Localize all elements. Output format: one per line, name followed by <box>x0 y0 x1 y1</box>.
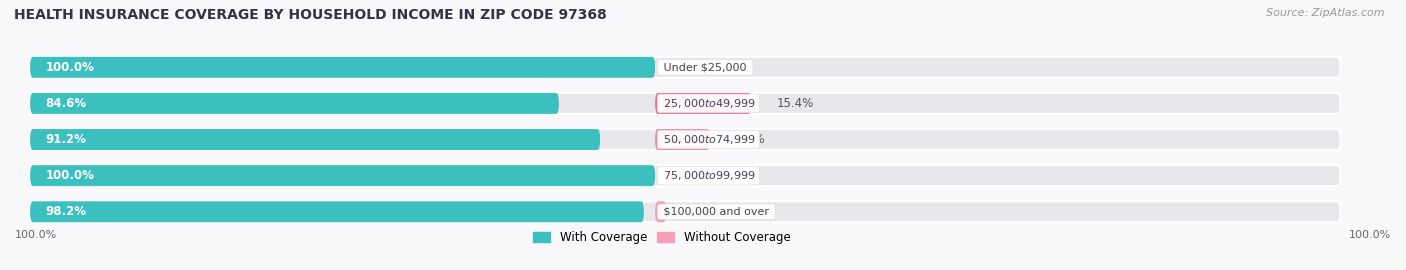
Legend: With Coverage, Without Coverage: With Coverage, Without Coverage <box>529 226 796 249</box>
Text: HEALTH INSURANCE COVERAGE BY HOUSEHOLD INCOME IN ZIP CODE 97368: HEALTH INSURANCE COVERAGE BY HOUSEHOLD I… <box>14 8 607 22</box>
Text: 1.8%: 1.8% <box>692 205 721 218</box>
Text: Source: ZipAtlas.com: Source: ZipAtlas.com <box>1267 8 1385 18</box>
FancyBboxPatch shape <box>30 165 655 186</box>
FancyBboxPatch shape <box>30 165 1340 186</box>
Text: 0.0%: 0.0% <box>681 61 710 74</box>
FancyBboxPatch shape <box>655 129 710 150</box>
Text: $100,000 and over: $100,000 and over <box>661 207 773 217</box>
Text: 100.0%: 100.0% <box>1348 230 1391 240</box>
FancyBboxPatch shape <box>30 129 600 150</box>
Text: 15.4%: 15.4% <box>776 97 814 110</box>
FancyBboxPatch shape <box>30 201 644 222</box>
FancyBboxPatch shape <box>655 93 751 114</box>
Text: 100.0%: 100.0% <box>45 61 94 74</box>
Text: 84.6%: 84.6% <box>45 97 86 110</box>
Text: $75,000 to $99,999: $75,000 to $99,999 <box>661 169 756 182</box>
Text: 100.0%: 100.0% <box>45 169 94 182</box>
Text: $50,000 to $74,999: $50,000 to $74,999 <box>661 133 756 146</box>
Text: 8.8%: 8.8% <box>735 133 765 146</box>
FancyBboxPatch shape <box>30 57 1340 78</box>
Text: 91.2%: 91.2% <box>45 133 86 146</box>
Text: 100.0%: 100.0% <box>15 230 58 240</box>
FancyBboxPatch shape <box>655 201 666 222</box>
FancyBboxPatch shape <box>30 201 1340 222</box>
Text: Under $25,000: Under $25,000 <box>661 62 751 72</box>
FancyBboxPatch shape <box>30 93 558 114</box>
FancyBboxPatch shape <box>30 129 1340 150</box>
FancyBboxPatch shape <box>30 57 655 78</box>
FancyBboxPatch shape <box>30 93 1340 114</box>
Text: 0.0%: 0.0% <box>681 169 710 182</box>
Text: 98.2%: 98.2% <box>45 205 86 218</box>
Text: $25,000 to $49,999: $25,000 to $49,999 <box>661 97 756 110</box>
